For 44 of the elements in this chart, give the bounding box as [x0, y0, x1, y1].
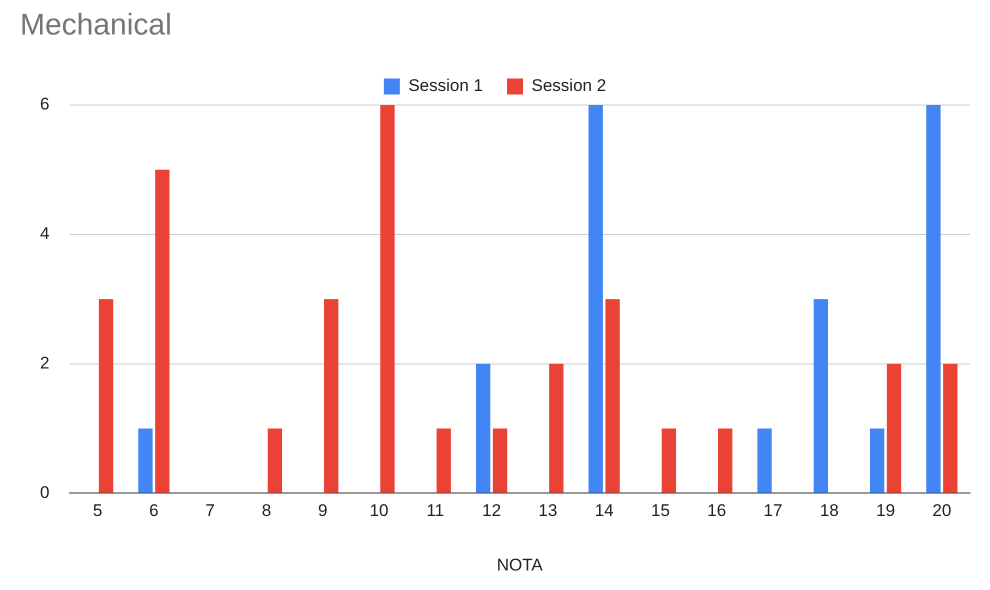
- legend-label: Session 1: [408, 76, 484, 96]
- bar: [870, 428, 884, 493]
- bar: [549, 364, 564, 493]
- x-tick-label: 19: [876, 501, 896, 520]
- x-tick-label: 15: [650, 501, 670, 520]
- x-axis-title: NOTA: [496, 555, 544, 574]
- x-tick-label: 20: [932, 501, 952, 520]
- x-tick-label: 11: [426, 501, 444, 520]
- legend-label: Session 2: [532, 76, 606, 96]
- bar: [814, 299, 828, 493]
- x-tick-label: 10: [370, 501, 388, 520]
- x-tick-label: 12: [482, 501, 502, 520]
- x-tick-label: 8: [262, 501, 272, 520]
- bar: [436, 428, 451, 493]
- bar: [662, 428, 676, 493]
- y-tick-label: 2: [40, 353, 50, 372]
- bar: [718, 428, 732, 493]
- x-tick-label: 7: [205, 501, 215, 520]
- bar: [886, 364, 902, 493]
- bar: [943, 364, 958, 493]
- x-tick-label: 14: [594, 501, 614, 520]
- x-tick-label: 17: [764, 501, 782, 520]
- bar: [605, 299, 620, 493]
- bar: [476, 364, 490, 493]
- x-tick-label: 18: [820, 501, 839, 520]
- x-tick-label: 9: [318, 501, 328, 520]
- bar: [138, 428, 153, 493]
- bar: [98, 299, 114, 493]
- bar: [492, 428, 508, 493]
- bar: [926, 105, 941, 493]
- x-tick-label: 13: [538, 501, 558, 520]
- bar: [324, 299, 338, 493]
- bar: [588, 105, 603, 493]
- bar: [268, 428, 282, 493]
- x-tick-label: 6: [149, 501, 159, 520]
- bar: [380, 105, 395, 493]
- chart-title: Mechanical: [20, 8, 172, 42]
- y-tick-label: 0: [40, 482, 50, 502]
- bar: [155, 170, 170, 493]
- y-tick-label: 6: [40, 94, 50, 114]
- bar: [757, 428, 772, 493]
- y-tick-label: 4: [40, 224, 50, 244]
- x-tick-label: 16: [707, 501, 726, 520]
- x-tick-label: 5: [92, 501, 102, 520]
